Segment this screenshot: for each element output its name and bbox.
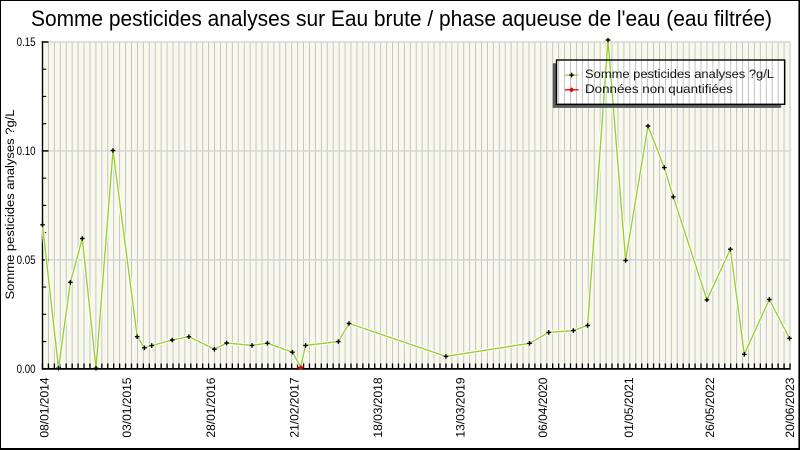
svg-text:13/03/2019: 13/03/2019: [454, 377, 468, 437]
svg-text:Somme pesticides analyses sur: Somme pesticides analyses sur Eau brute …: [31, 6, 772, 31]
svg-text:26/05/2022: 26/05/2022: [703, 377, 717, 437]
svg-text:Somme pesticides analyses ?g/L: Somme pesticides analyses ?g/L: [585, 67, 774, 81]
svg-text:28/01/2016: 28/01/2016: [204, 377, 218, 437]
svg-text:08/01/2014: 08/01/2014: [38, 377, 52, 437]
svg-text:21/02/2017: 21/02/2017: [287, 377, 301, 437]
svg-text:18/03/2018: 18/03/2018: [371, 377, 385, 437]
svg-text:01/05/2021: 01/05/2021: [622, 377, 636, 437]
svg-text:0.00: 0.00: [17, 364, 36, 376]
svg-text:0.15: 0.15: [17, 37, 36, 49]
svg-text:0.10: 0.10: [17, 146, 36, 158]
svg-text:0.05: 0.05: [17, 255, 36, 267]
svg-text:03/01/2015: 03/01/2015: [120, 377, 134, 437]
svg-text:20/06/2023: 20/06/2023: [783, 377, 797, 437]
svg-text:Somme pesticides analyses ?g/L: Somme pesticides analyses ?g/L: [3, 109, 17, 299]
svg-text:Données non quantifiées: Données non quantifiées: [585, 82, 733, 96]
svg-text:06/04/2020: 06/04/2020: [536, 377, 550, 437]
